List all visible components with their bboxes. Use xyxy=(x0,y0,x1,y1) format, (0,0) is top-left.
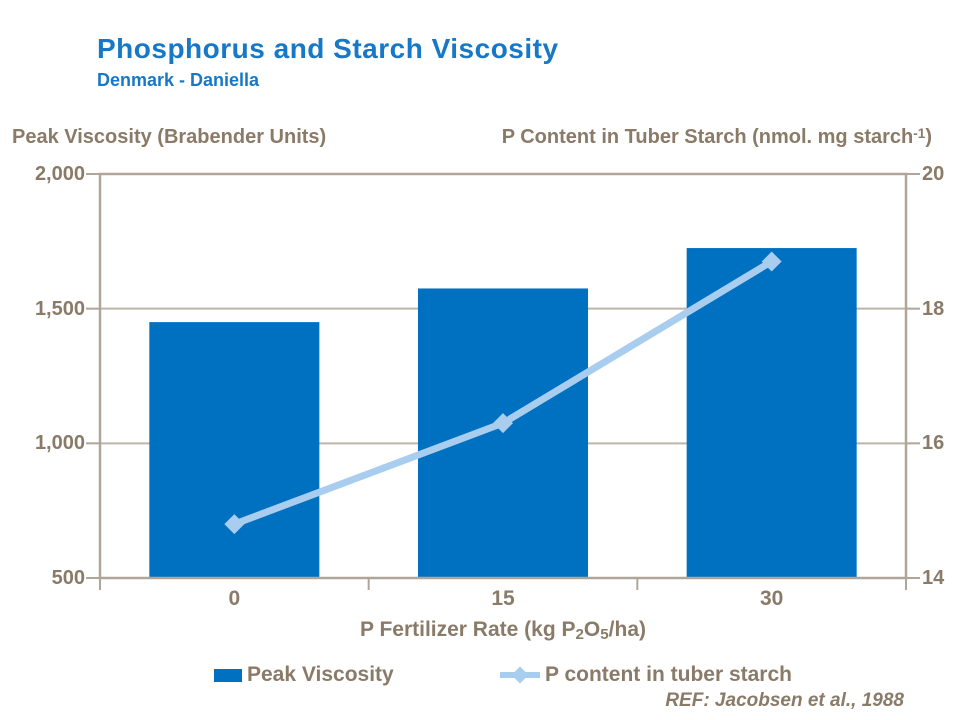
legend-entry-p-content: P content in tuber starch xyxy=(500,663,792,687)
diamond-marker-0 xyxy=(224,514,245,535)
page-subtitle: Denmark - Daniella xyxy=(97,70,260,90)
right-axis-title: P Content in Tuber Starch (nmol. mg star… xyxy=(501,125,932,148)
diamond-marker-15 xyxy=(493,413,513,434)
right-axis-title-superscript: -1 xyxy=(913,125,926,141)
legend-line-diamond-swatch-icon xyxy=(500,666,540,684)
diamond-marker-30 xyxy=(761,251,782,272)
left-axis-tick-label: 1,000 xyxy=(34,432,85,455)
right-axis-tick-label: 18 xyxy=(922,297,945,320)
right-axis-tick-label: 14 xyxy=(922,567,945,589)
legend-bar-label: Peak Viscosity xyxy=(247,663,394,686)
page-title: Phosphorus and Starch Viscosity xyxy=(97,33,559,64)
left-axis-title: Peak Viscosity (Brabender Units) xyxy=(12,126,327,148)
bar-peak-viscosity-30 xyxy=(686,248,857,579)
right-axis-tick-label: 16 xyxy=(922,432,945,455)
x-axis-title: P Fertilizer Rate (kg P2O5/ha) xyxy=(359,618,647,644)
plot-frame xyxy=(98,172,908,580)
legend-line-label: P content in tuber starch xyxy=(545,663,792,686)
left-axis-tick-label: 2,000 xyxy=(34,163,85,185)
x-axis-tick-label: 0 xyxy=(228,587,241,610)
left-axis-tick-label: 1,500 xyxy=(34,297,85,320)
reference-footnote: REF: Jacobsen et al., 1988 xyxy=(665,690,904,711)
left-axis-tick-label: 500 xyxy=(51,567,85,589)
right-axis-tick-label: 20 xyxy=(922,163,945,185)
bar-peak-viscosity-0 xyxy=(149,322,320,578)
bar-peak-viscosity-15 xyxy=(418,288,588,578)
x-axis-tick-label: 15 xyxy=(491,587,515,610)
legend-entry-peak-viscosity: Peak Viscosity xyxy=(214,663,394,687)
legend-bar-swatch-icon xyxy=(214,668,242,682)
x-axis-subscript-5: 5 xyxy=(600,626,609,644)
x-axis-tick-label: 30 xyxy=(759,587,784,610)
x-axis-subscript-2: 2 xyxy=(575,626,584,644)
